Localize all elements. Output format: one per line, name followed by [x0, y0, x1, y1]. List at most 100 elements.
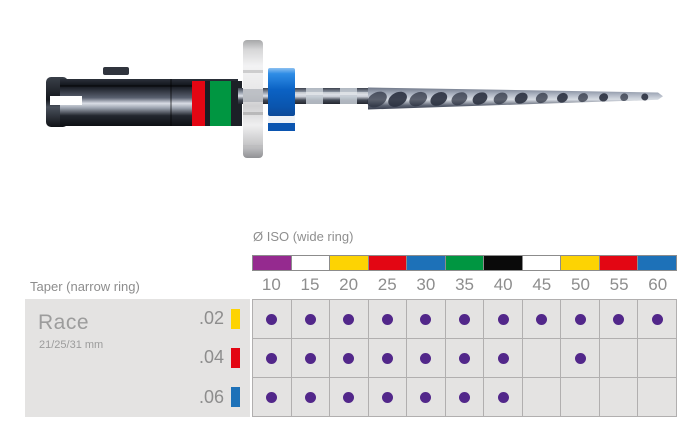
- iso-ring-color-bar: [252, 255, 677, 271]
- iso-ring-color-swatch: [637, 256, 677, 270]
- availability-cell: [522, 300, 562, 339]
- iso-ring-color-swatch: [290, 256, 330, 270]
- availability-dot: [574, 352, 586, 364]
- handle-top-stub: [103, 67, 129, 75]
- product-name: Race: [38, 311, 90, 334]
- flute-twist-mark: [535, 92, 548, 104]
- iso-size-label: 45: [532, 275, 552, 294]
- flute-twist-mark: [556, 92, 568, 103]
- iso-size-label: 40: [493, 275, 513, 294]
- taper-label-column: .02 .04 .06: [150, 299, 240, 417]
- availability-cell: [407, 300, 446, 339]
- availability-dot: [343, 352, 355, 364]
- iso-ring-color-swatch: [253, 256, 291, 270]
- availability-cell: [291, 339, 331, 378]
- iso-ring-color-swatch: [598, 256, 638, 270]
- iso-size-label: 15: [300, 275, 320, 294]
- iso-ring-color-swatch: [406, 256, 445, 270]
- flute-twist-mark: [388, 91, 407, 107]
- availability-cell: [253, 378, 292, 417]
- availability-cell: [561, 300, 600, 339]
- flute-twist-mark: [641, 93, 649, 101]
- flute-twist-mark: [514, 92, 528, 104]
- availability-dot: [497, 391, 509, 403]
- iso-ring-color-swatch: [329, 256, 368, 270]
- availability-dot: [304, 313, 316, 325]
- availability-cell: [330, 339, 369, 378]
- taper-row-label: .04: [150, 338, 240, 377]
- file-flutes: [367, 87, 663, 110]
- iso-size-label: 25: [377, 275, 397, 294]
- flute-twist-mark: [620, 93, 629, 102]
- availability-dot: [420, 313, 432, 325]
- availability-cell: [561, 339, 600, 378]
- taper-ring-color-swatch: [231, 387, 240, 408]
- flute-twist-mark: [599, 93, 609, 102]
- taper-ring-color-swatch: [231, 308, 240, 329]
- availability-dot: [574, 313, 586, 325]
- taper-row-label: .06: [150, 378, 240, 417]
- availability-dot: [458, 391, 470, 403]
- availability-cell: [368, 300, 408, 339]
- availability-dot: [651, 313, 663, 325]
- availability-dot: [266, 313, 278, 325]
- availability-cell: [638, 300, 677, 339]
- handle-seam: [170, 79, 172, 126]
- flute-twist-mark: [451, 92, 468, 106]
- taper-value: .06: [198, 386, 224, 407]
- availability-dot: [381, 313, 393, 325]
- latch-notch: [50, 96, 82, 105]
- availability-dot: [343, 313, 355, 325]
- flute-twist-mark: [472, 92, 488, 105]
- availability-cell: [599, 378, 639, 417]
- flute-twist-mark: [578, 93, 588, 103]
- availability-cell: [599, 300, 639, 339]
- availability-cell: [445, 339, 485, 378]
- availability-cell: [330, 300, 369, 339]
- iso-size-header-row: 10 15 20 25 30 35 40 45 50 55 60: [252, 272, 677, 297]
- availability-cell: [522, 378, 562, 417]
- iso-size-label: 30: [416, 275, 436, 294]
- availability-grid: [252, 299, 677, 417]
- flute-twist-mark: [409, 91, 428, 107]
- flute-twist-mark: [430, 92, 448, 106]
- shaft-marking: [306, 88, 323, 104]
- availability-dot: [304, 352, 316, 364]
- file-shaft: [295, 88, 371, 104]
- availability-dot: [497, 352, 509, 364]
- taper-value: .04: [198, 347, 224, 368]
- endo-file-illustration: [46, 40, 663, 158]
- iso-ring-color-swatch: [367, 256, 407, 270]
- availability-dot: [343, 391, 355, 403]
- stopper-disc: [243, 40, 263, 158]
- availability-cell: [291, 300, 331, 339]
- availability-cell: [484, 300, 523, 339]
- availability-dot: [458, 313, 470, 325]
- availability-cell: [368, 378, 408, 417]
- wide-ring-blue: [268, 68, 295, 131]
- availability-dot: [497, 313, 509, 325]
- narrow-ring-green: [210, 81, 231, 126]
- availability-cell: [599, 339, 639, 378]
- shaft-marking: [340, 88, 357, 104]
- availability-cell: [407, 339, 446, 378]
- availability-cell: [253, 300, 292, 339]
- wide-ring-white-stripe: [268, 116, 295, 123]
- iso-size-label: 50: [570, 275, 590, 294]
- availability-cell: [368, 339, 408, 378]
- availability-cell: [291, 378, 331, 417]
- iso-size-label: 20: [339, 275, 359, 294]
- narrow-rings: [192, 81, 231, 126]
- availability-dot: [266, 352, 278, 364]
- availability-cell: [253, 339, 292, 378]
- handle-step-line: [60, 85, 238, 87]
- availability-dot: [420, 352, 432, 364]
- iso-ring-color-swatch: [483, 256, 522, 270]
- narrow-ring-red: [192, 81, 205, 126]
- availability-cell: [638, 339, 677, 378]
- iso-size-label: 35: [455, 275, 474, 294]
- taper-title: Taper (narrow ring): [30, 279, 140, 294]
- taper-ring-color-swatch: [231, 347, 240, 368]
- iso-size-label: 60: [648, 275, 668, 294]
- flute-twist-mark: [493, 92, 508, 105]
